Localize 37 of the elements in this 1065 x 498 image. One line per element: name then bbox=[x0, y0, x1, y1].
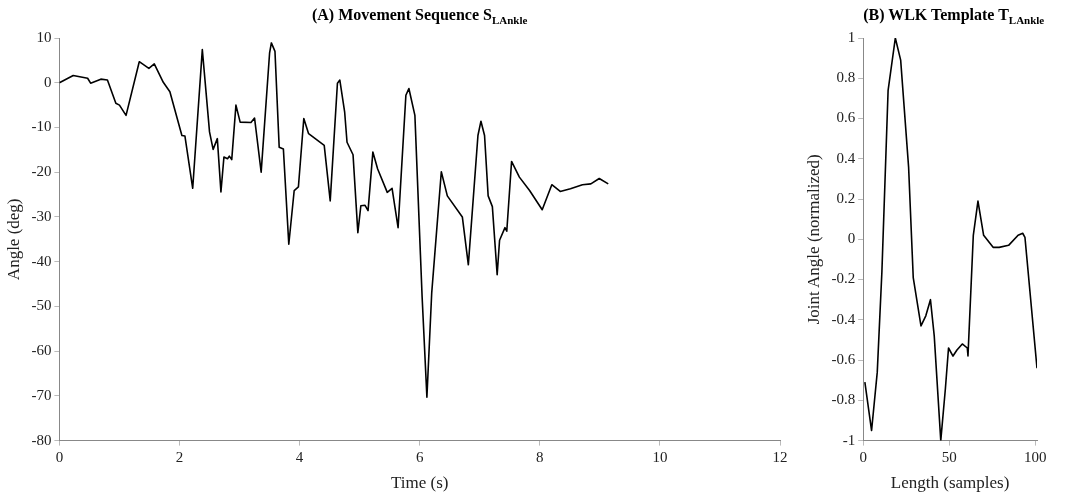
y-tick-label: 0.2 bbox=[836, 189, 856, 206]
chart-title: (B) WLK Template T$_{LAnkle}$ bbox=[863, 6, 1045, 27]
x-tick-label: 50 bbox=[941, 448, 957, 465]
y-tick-label: 0 bbox=[847, 230, 856, 247]
y-tick-label: 1 bbox=[847, 28, 856, 45]
y-tick-label: -0.2 bbox=[831, 270, 856, 287]
x-tick-label: 12 bbox=[772, 448, 788, 465]
x-tick-label: 100 bbox=[1024, 448, 1047, 465]
y-tick-label: -80 bbox=[31, 431, 52, 448]
y-tick-label: -70 bbox=[31, 386, 52, 403]
y-tick-label: -0.6 bbox=[831, 351, 856, 368]
y-axis-title: Angle (deg) bbox=[3, 198, 23, 281]
y-tick-label: 10 bbox=[36, 28, 52, 45]
x-tick-label: 2 bbox=[175, 448, 184, 465]
y-tick-label: -10 bbox=[31, 118, 52, 135]
y-tick-label: 0 bbox=[43, 73, 52, 90]
y-tick-label: -50 bbox=[31, 297, 52, 314]
y-tick-label: -40 bbox=[31, 252, 52, 269]
y-tick-label: 0.4 bbox=[836, 149, 856, 166]
x-axis-title: Time (s) bbox=[390, 473, 449, 493]
x-tick-label: 4 bbox=[295, 448, 304, 465]
y-tick-label: -0.8 bbox=[831, 391, 856, 408]
x-axis-title: Length (samples) bbox=[890, 473, 1010, 493]
x-tick-label: 10 bbox=[652, 448, 668, 465]
y-axis-title: Joint Angle (normalized) bbox=[803, 154, 823, 325]
y-tick-label: 0.6 bbox=[836, 109, 856, 126]
y-tick-label: -20 bbox=[31, 163, 52, 180]
x-tick-label: 8 bbox=[536, 448, 544, 465]
x-tick-label: 0 bbox=[859, 448, 867, 465]
x-tick-label: 0 bbox=[55, 448, 64, 465]
y-tick-label: -1 bbox=[842, 431, 856, 448]
y-tick-label: -30 bbox=[31, 207, 52, 224]
y-tick-label: 0.8 bbox=[836, 69, 856, 86]
y-tick-label: -60 bbox=[31, 342, 52, 359]
chart-title: (A) Movement Sequence S$_{LAnkle}$ bbox=[310, 6, 529, 27]
x-tick-label: 6 bbox=[415, 448, 424, 465]
y-tick-label: -0.4 bbox=[831, 310, 856, 327]
